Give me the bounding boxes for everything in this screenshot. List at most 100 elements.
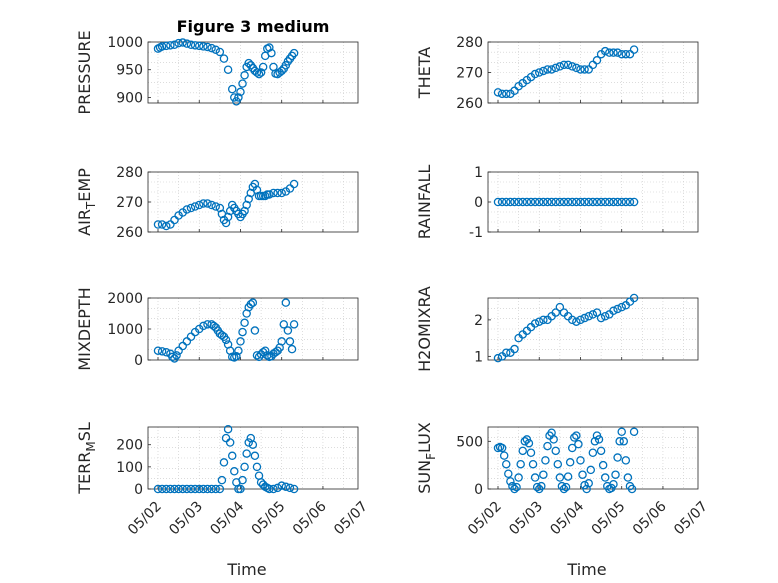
data-point (551, 63, 560, 73)
y-tick-label: 2000 (107, 291, 143, 307)
data-point (267, 48, 276, 58)
data-point (265, 484, 274, 494)
data-point (285, 483, 295, 493)
data-point (530, 197, 540, 207)
data-point (592, 197, 602, 207)
data-point (594, 435, 604, 444)
data-point (501, 89, 511, 99)
data-point (516, 459, 525, 469)
data-point (209, 321, 218, 331)
data-point (190, 202, 200, 211)
data-point (493, 353, 503, 363)
data-point (572, 197, 581, 207)
grid (148, 298, 358, 360)
data-point (273, 188, 282, 198)
data-point (510, 484, 519, 494)
data-point (611, 470, 620, 479)
data-point (526, 448, 536, 458)
data-point (567, 62, 577, 71)
data-series (153, 38, 299, 106)
data-point (203, 484, 212, 494)
data-point (236, 484, 245, 494)
data-point (232, 352, 241, 361)
data-point (619, 437, 629, 446)
data-point (605, 48, 614, 57)
data-point (584, 311, 593, 321)
data-point (265, 190, 274, 199)
data-point (186, 40, 196, 50)
data-point (279, 320, 289, 329)
data-point (510, 197, 519, 207)
data-series (493, 293, 639, 363)
y-tick-label: 1 (474, 349, 483, 365)
data-point (223, 65, 233, 74)
data-point (244, 58, 253, 68)
data-point (289, 320, 299, 329)
data-point (539, 315, 548, 325)
data-point (629, 427, 639, 437)
y-tick-label: 260 (116, 225, 143, 241)
data-point (609, 48, 618, 57)
data-point (223, 424, 233, 434)
data-point (157, 347, 167, 356)
data-point (277, 337, 286, 346)
data-point (615, 437, 624, 446)
data-point (524, 438, 534, 448)
data-point (153, 346, 163, 355)
data-point (555, 62, 565, 71)
data-point (555, 197, 565, 207)
data-point (194, 41, 204, 51)
data-point (248, 298, 258, 307)
y-axis-label: PRESSURE (75, 30, 94, 114)
data-point (186, 332, 196, 341)
data-point (588, 60, 598, 70)
data-point (269, 188, 278, 198)
data-point (211, 484, 220, 494)
y-tick-label: 280 (116, 165, 143, 181)
data-point (168, 352, 177, 362)
data-point (215, 484, 225, 494)
data-point (580, 197, 589, 207)
subplot-5: 0 1000 2000 MIXDEPTH (75, 287, 359, 371)
y-axis-label: SUNFLUX (415, 422, 438, 494)
data-point (613, 197, 622, 207)
data-point (287, 344, 297, 354)
data-point (605, 197, 614, 207)
grid (148, 427, 358, 489)
data-series (493, 197, 639, 207)
data-point (543, 65, 552, 74)
data-point (289, 48, 299, 58)
data-point (227, 84, 237, 94)
subplot-6: 1 2 H2OMIXRA (415, 286, 699, 372)
data-point (217, 330, 227, 340)
data-point (277, 188, 286, 198)
y-tick-label: 1 (474, 165, 483, 181)
data-point (617, 49, 626, 59)
y-tick-label: 1000 (107, 322, 143, 338)
data-point (240, 462, 249, 472)
x-tick-label: 05/05 (589, 499, 629, 539)
data-point (574, 439, 583, 449)
data-point (623, 473, 633, 482)
data-point (549, 435, 558, 444)
data-point (186, 203, 196, 213)
data-point (534, 68, 544, 77)
data-point (258, 62, 268, 72)
data-point (174, 38, 183, 48)
data-point (600, 46, 610, 56)
x-axis-label: Time (226, 560, 266, 579)
data-point (553, 459, 563, 469)
subplot-2: 260 270 280 THETA (415, 35, 699, 112)
data-point (238, 79, 247, 88)
y-tick-label: 2 (474, 313, 483, 329)
data-point (617, 197, 626, 207)
y-axis-label: THETA (415, 47, 434, 99)
data-point (592, 308, 602, 317)
data-point (199, 321, 208, 331)
data-point (596, 446, 606, 456)
data-point (182, 205, 192, 214)
data-point (512, 482, 521, 492)
data-point (265, 43, 274, 52)
data-point (190, 484, 200, 494)
x-tick-label: 05/04 (207, 498, 247, 538)
